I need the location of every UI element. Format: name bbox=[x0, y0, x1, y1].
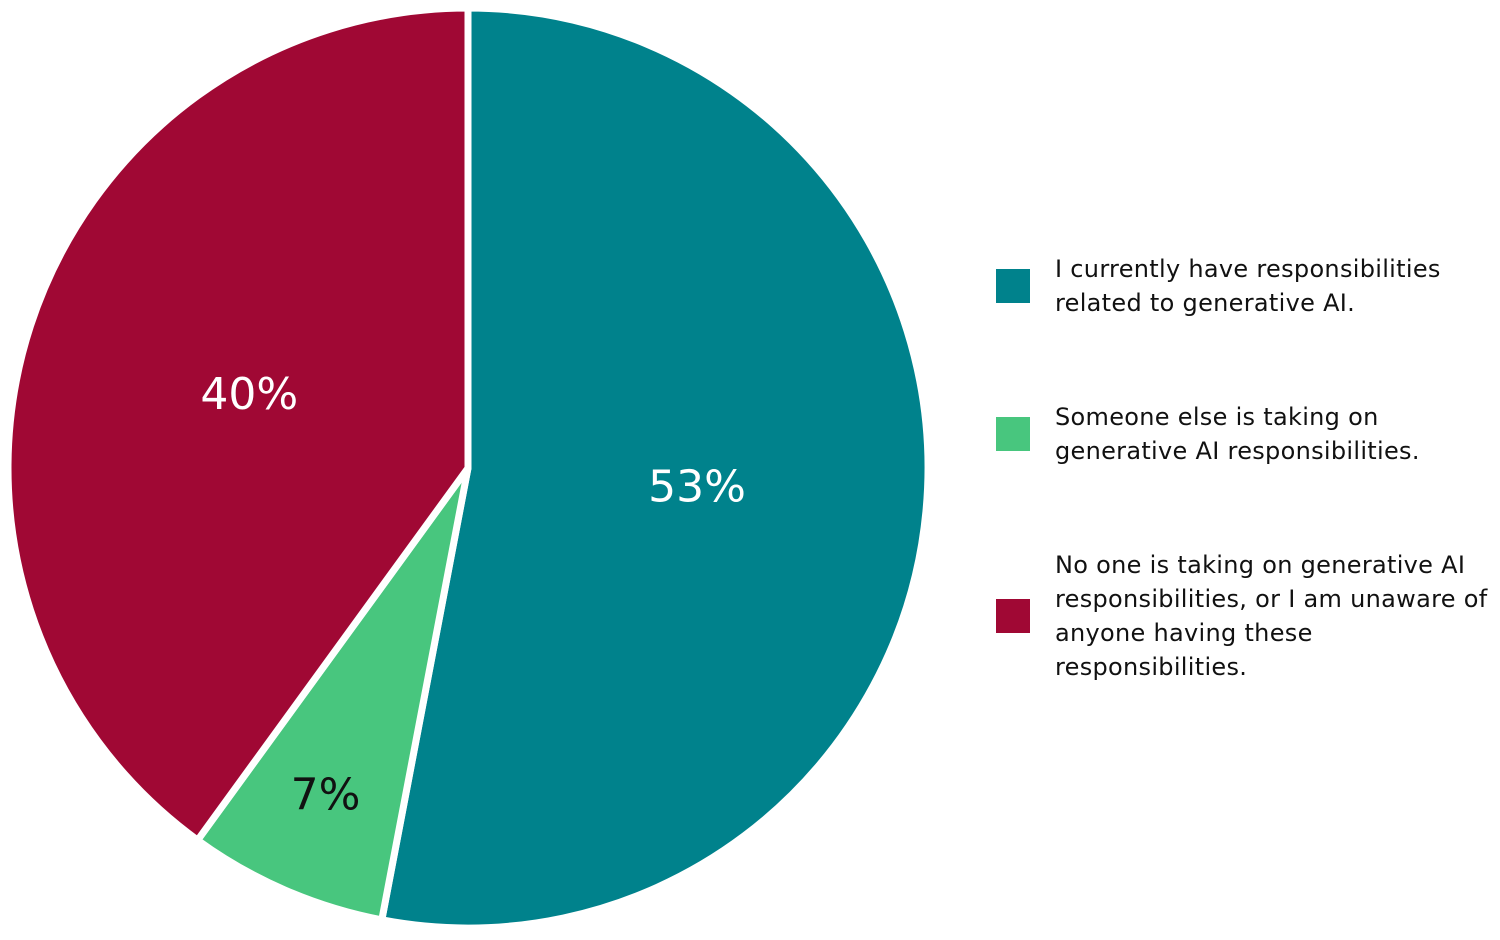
pie-slice bbox=[377, 4, 932, 932]
slice-label: 7% bbox=[291, 769, 361, 820]
legend-label: I currently have responsibilities relate… bbox=[1055, 255, 1441, 317]
legend-item: Someone else is taking on generative AI … bbox=[996, 400, 1496, 468]
legend-swatch bbox=[996, 599, 1030, 633]
chart: 53% 7% 40% bbox=[4, 4, 932, 932]
legend-swatch bbox=[996, 417, 1030, 451]
pie-slice bbox=[192, 465, 472, 924]
legend: I currently have responsibilities relate… bbox=[996, 252, 1496, 684]
legend-label: Someone else is taking on generative AI … bbox=[1055, 403, 1420, 465]
legend-label: No one is taking on generative AI respon… bbox=[1055, 551, 1488, 681]
pie-slice bbox=[4, 4, 472, 846]
slice-label: 40% bbox=[200, 369, 298, 420]
slice-label: 53% bbox=[648, 462, 746, 513]
legend-item: No one is taking on generative AI respon… bbox=[996, 548, 1496, 684]
legend-swatch bbox=[996, 269, 1030, 303]
legend-item: I currently have responsibilities relate… bbox=[996, 252, 1496, 320]
